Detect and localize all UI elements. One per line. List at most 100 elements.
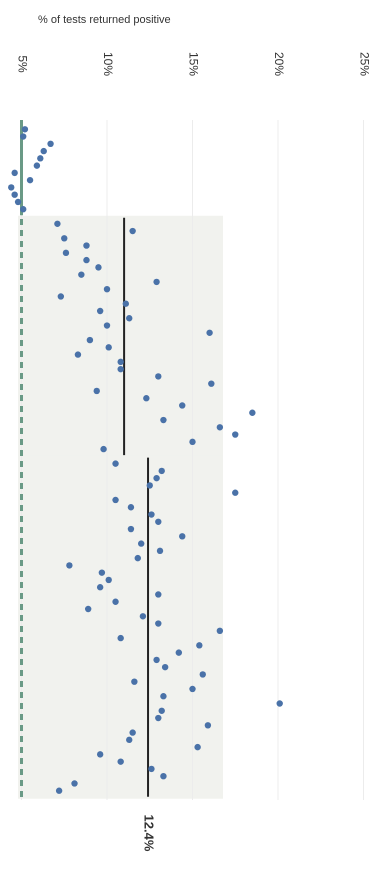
data-point: [129, 227, 136, 235]
data-point: [26, 176, 34, 184]
data-point: [204, 722, 212, 729]
data-point: [40, 147, 47, 155]
data-point: [160, 416, 167, 424]
data-point: [78, 271, 85, 278]
data-point: [117, 758, 124, 765]
data-point: [112, 496, 119, 504]
data-point: [103, 322, 111, 329]
data-point: [127, 525, 135, 533]
data-point: [86, 336, 94, 344]
data-point: [179, 402, 186, 409]
data-point: [127, 504, 135, 511]
data-point: [112, 598, 119, 605]
data-point: [199, 671, 206, 678]
data-point: [117, 365, 124, 373]
data-point: [83, 242, 90, 249]
data-point: [232, 489, 239, 496]
period-bands: [18, 215, 223, 799]
y-tick-label: 15%: [186, 52, 200, 76]
data-point: [126, 315, 133, 322]
data-point: [93, 387, 100, 395]
data-point: [232, 431, 239, 438]
data-point: [74, 351, 82, 358]
data-point: [153, 278, 160, 286]
data-point: [139, 613, 147, 620]
data-point: [20, 133, 27, 140]
data-point: [33, 162, 41, 169]
data-point: [131, 678, 138, 685]
data-point: [117, 358, 124, 366]
data-point: [249, 409, 256, 416]
data-point: [8, 184, 15, 191]
y-tick-label: 25%: [357, 52, 371, 76]
data-point: [155, 373, 162, 380]
data-point: [189, 685, 196, 693]
data-point: [155, 620, 162, 627]
data-point: [112, 460, 119, 467]
mean-label-group: 12.4%: [142, 815, 157, 852]
data-point: [148, 765, 155, 773]
data-point: [126, 736, 133, 744]
data-point: [189, 438, 196, 446]
data-points: [8, 126, 283, 794]
y-tick-label: 5%: [15, 55, 29, 73]
data-point: [153, 474, 160, 482]
data-point: [146, 482, 153, 489]
data-point: [148, 511, 155, 518]
data-point: [134, 554, 141, 562]
data-point: [21, 126, 29, 133]
data-point: [71, 780, 78, 787]
data-point: [216, 424, 224, 431]
data-point: [155, 518, 162, 525]
period-band: [18, 215, 223, 458]
mean-label: 12.4%: [142, 815, 157, 852]
y-axis-ticks: 5% 10% 15% 20% 25%: [15, 52, 371, 76]
data-point: [96, 751, 104, 758]
data-point: [37, 155, 44, 162]
data-point: [160, 693, 167, 700]
data-point: [83, 256, 90, 264]
data-point: [98, 569, 106, 576]
data-point: [143, 395, 150, 402]
y-tick-label: 20%: [272, 52, 286, 76]
y-axis-title: % of tests returned positive: [38, 14, 171, 26]
data-point: [276, 700, 283, 707]
data-point: [155, 714, 162, 722]
data-point: [95, 264, 102, 271]
data-point: [158, 467, 165, 475]
data-point: [129, 729, 136, 736]
data-point: [61, 235, 68, 242]
data-point: [11, 169, 18, 177]
data-point: [158, 707, 165, 714]
data-point: [62, 249, 70, 257]
data-point: [20, 206, 27, 213]
data-point: [96, 307, 104, 315]
data-point: [96, 584, 104, 591]
data-point: [194, 743, 201, 751]
data-point: [216, 627, 224, 635]
data-point: [206, 329, 213, 336]
data-point: [47, 140, 54, 148]
data-point: [105, 344, 112, 351]
data-point: [155, 591, 162, 598]
data-point: [66, 562, 73, 569]
data-point: [54, 220, 61, 227]
data-point: [153, 656, 160, 664]
data-point: [138, 540, 145, 547]
data-point: [208, 380, 215, 387]
data-point: [161, 663, 169, 671]
data-point: [105, 576, 112, 584]
y-tick-label: 10%: [101, 52, 115, 76]
data-point: [14, 198, 22, 206]
data-point: [117, 634, 124, 642]
data-point: [55, 787, 63, 794]
data-point: [196, 642, 203, 649]
data-point: [57, 293, 65, 300]
data-point: [100, 445, 107, 453]
data-point: [84, 605, 92, 613]
data-point: [160, 772, 167, 780]
data-point: [156, 547, 164, 555]
data-point: [179, 533, 186, 540]
period-band: [18, 455, 223, 799]
